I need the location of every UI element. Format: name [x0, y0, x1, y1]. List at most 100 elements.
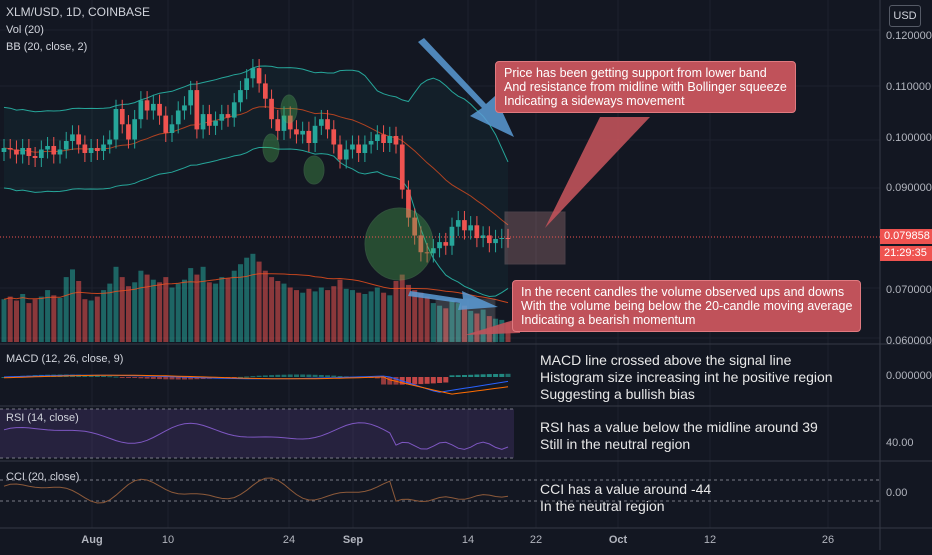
candle-body — [1, 148, 7, 152]
volume-bar — [443, 308, 449, 342]
candle-body — [493, 239, 498, 244]
volume-bar — [312, 291, 318, 342]
macd-indicator-label[interactable]: MACD (12, 26, close, 9) — [6, 353, 124, 365]
callout-line: Price has been getting support from lowe… — [504, 66, 767, 80]
candle-body — [399, 144, 405, 190]
macd-histogram-bar — [455, 375, 461, 377]
volume-bar — [250, 253, 256, 342]
macd-histogram-bar — [169, 377, 175, 380]
bollinger-basis — [3, 106, 509, 226]
volume-bar — [331, 286, 337, 342]
macd-histogram-bar — [424, 377, 430, 384]
note-line: CCI has a value around -44 — [540, 481, 712, 497]
candle-body — [231, 102, 237, 118]
note-line: Still in the neutral region — [540, 436, 691, 452]
candle-body — [95, 148, 100, 151]
time-tick-label: Sep — [343, 534, 363, 546]
cci-note: CCI has a value around -44 In the neutra… — [540, 481, 711, 515]
macd-histogram-bar — [88, 375, 94, 377]
volume-bar — [399, 274, 405, 342]
cci-indicator-label[interactable]: CCI (20, close) — [6, 471, 80, 483]
currency-button[interactable]: USD — [889, 5, 921, 27]
volume-bar — [206, 282, 212, 342]
note-line: RSI has a value below the midline around… — [540, 419, 818, 435]
macd-histogram-bar — [287, 374, 293, 377]
volume-bar — [231, 270, 237, 342]
volume-bar — [256, 261, 262, 342]
candle-body — [20, 148, 25, 155]
bollinger-callout: Price has been getting support from lowe… — [495, 61, 796, 113]
volume-bar — [126, 286, 131, 342]
bollinger-indicator-label[interactable]: BB (20, close, 2) — [6, 41, 88, 53]
macd-histogram-bar — [493, 374, 499, 377]
note-line: Suggesting a bullish bias — [540, 386, 695, 402]
candle-body — [107, 139, 113, 145]
macd-histogram-bar — [194, 377, 200, 380]
candle-body — [39, 149, 44, 158]
annotation-arrow — [408, 291, 498, 310]
price-tick-label: 0.110000 — [886, 81, 931, 93]
candle-body — [406, 189, 411, 218]
macd-histogram-bar — [449, 375, 455, 377]
macd-histogram-bar — [262, 375, 268, 377]
volume-bar — [51, 295, 57, 342]
macd-histogram-bar — [337, 376, 343, 377]
candle-body — [32, 156, 38, 158]
candle-body — [188, 90, 193, 106]
macd-histogram-bar — [157, 377, 163, 380]
time-tick-label: 26 — [822, 534, 834, 546]
candle-body — [7, 148, 13, 150]
macd-histogram-bar — [468, 374, 474, 377]
volume-indicator-label[interactable]: Vol (20) — [6, 24, 44, 36]
touch-highlight-ellipse — [280, 94, 298, 124]
macd-histogram-bar — [306, 374, 312, 377]
candle-body — [238, 90, 243, 103]
volume-bar — [449, 300, 455, 342]
candle-body — [275, 119, 281, 131]
volume-bar — [455, 303, 461, 342]
volume-bar — [306, 288, 312, 342]
rsi-tick-label: 40.00 — [886, 437, 914, 449]
candle-body — [468, 225, 473, 231]
macd-histogram-bar — [269, 375, 275, 377]
candle-body — [200, 114, 206, 130]
candle-body — [194, 90, 200, 130]
price-range-box — [504, 211, 566, 265]
cci-line — [3, 477, 509, 504]
candle-body — [101, 144, 106, 151]
time-tick-label: 10 — [162, 534, 174, 546]
volume-bar — [144, 274, 150, 342]
macd-histogram-bar — [150, 377, 156, 379]
volume-bar — [238, 264, 243, 342]
bollinger-upper-band — [3, 65, 509, 163]
macd-histogram-bar — [486, 374, 492, 377]
rsi-band — [0, 409, 514, 458]
candle-body — [337, 144, 343, 160]
macd-histogram-bar — [94, 375, 100, 377]
macd-histogram-bar — [175, 377, 181, 380]
volume-bar — [406, 284, 411, 342]
callout-line: And resistance from midline with Bolling… — [504, 80, 787, 94]
candle-body — [175, 110, 181, 125]
volume-bar — [200, 266, 206, 342]
rsi-indicator-label[interactable]: RSI (14, close) — [6, 412, 79, 424]
price-axis: 0.120000 0.110000 0.100000 0.090000 0.070000… — [886, 30, 932, 347]
candle-body — [119, 109, 125, 125]
time-tick-label: 12 — [704, 534, 716, 546]
macd-histogram-bar — [462, 375, 467, 377]
candle-body — [449, 226, 455, 246]
price-tick-label: 0.090000 — [886, 182, 932, 194]
macd-histogram-bar — [138, 377, 144, 379]
volume-bar — [132, 282, 138, 342]
volume-bar — [188, 268, 194, 342]
volume-bar — [76, 281, 82, 342]
macd-histogram-bar — [244, 376, 250, 378]
note-line: In the neutral region — [540, 498, 665, 514]
candle-body — [182, 105, 187, 111]
macd-histogram-bar — [331, 375, 337, 377]
callout-pointer — [545, 117, 650, 228]
volume-bar — [300, 292, 306, 342]
time-tick-label: Aug — [81, 534, 102, 546]
macd-histogram-bar — [281, 374, 287, 377]
